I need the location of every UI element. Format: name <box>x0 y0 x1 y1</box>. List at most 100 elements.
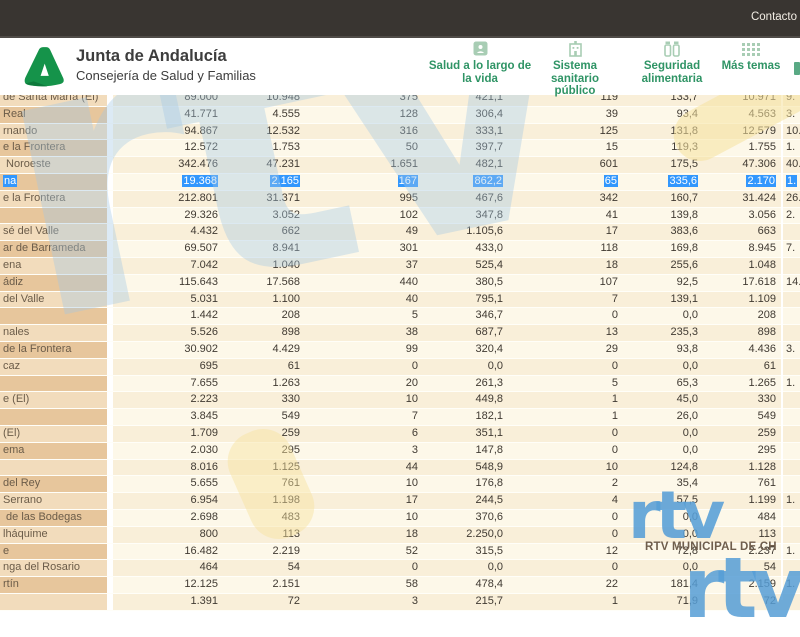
table-cell: 335,6 <box>668 174 698 187</box>
table-row[interactable]: sé del Valle 4.432 662 49 1.105,6 17 383,6 663 <box>0 224 800 242</box>
table-cell: 3.056 <box>748 208 776 221</box>
municipality-name: sé del Valle <box>0 224 110 241</box>
municipality-name <box>0 593 110 610</box>
table-cell: 2.698 <box>190 510 218 523</box>
nav-item-mas-temas[interactable]: Más temas <box>708 40 794 73</box>
table-row[interactable]: 1.391 72 3 215,7 1 71,9 72 <box>0 593 800 611</box>
table-row[interactable]: ena 7.042 1.040 37 525,4 18 255,6 1.048 <box>0 257 800 275</box>
nav-item-seguridad-alimentaria[interactable]: Seguridad alimentaria <box>625 40 719 85</box>
table-cell: 800 <box>199 527 218 540</box>
table-row[interactable]: (El) 1.709 259 6 351,1 0 0,0 259 <box>0 425 800 443</box>
table-cell: 12.572 <box>184 141 218 154</box>
row-values: 3.845 549 7 182,1 1 26,0 549 <box>113 409 800 425</box>
contact-link[interactable]: Contacto <box>750 11 797 23</box>
table-cell: 7.042 <box>190 258 218 271</box>
nav-item-clipped[interactable] <box>794 62 800 75</box>
table-row[interactable]: ema 2.030 295 3 147,8 0 0,0 295 <box>0 442 800 460</box>
table-row[interactable]: rtín 12.125 2.151 58 478,4 22 181,4 2.159 1. <box>0 577 800 594</box>
table-cell: 1.100 <box>272 292 300 305</box>
municipality-name: del Valle <box>0 291 110 308</box>
table-cell: 1.651 <box>390 158 418 171</box>
table-row[interactable]: del Rey 5.655 761 10 176,8 2 35,4 761 <box>0 476 800 494</box>
table-cell: 10. <box>786 124 800 137</box>
row-values: 212.801 31.371 995 467,6 342 160,7 31.424 26. <box>113 190 800 207</box>
table-cell: 128 <box>399 107 418 120</box>
table-cell: 301 <box>399 242 418 255</box>
nav-item-salud-vida[interactable]: Salud a lo largo de la vida <box>428 40 532 85</box>
table-cell: 35,4 <box>676 477 698 490</box>
table-row[interactable]: Serrano 6.954 1.198 17 244,5 4 57,5 1.199 1. <box>0 493 800 510</box>
table-cell: 2.219 <box>272 544 300 557</box>
municipality-name: e la Frontera <box>0 190 110 207</box>
table-cell: 40 <box>405 292 418 305</box>
row-values: 41.771 4.555 128 306,4 39 93,4 4.563 3. <box>113 106 800 123</box>
table-cell: 695 <box>199 359 218 372</box>
table-cell: 1. <box>786 578 796 591</box>
table-row[interactable]: e la Frontera 12.572 1.753 50 397,7 15 119,3 1.… <box>0 140 800 158</box>
table-cell: 3 <box>411 594 418 607</box>
table-cell: 549 <box>281 410 300 423</box>
table-row[interactable]: 29.326 3.052 102 347,8 41 139,8 3.056 2. <box>0 207 800 225</box>
column-separator <box>781 90 783 600</box>
table-cell: 22 <box>605 578 618 591</box>
table-cell: 119,3 <box>671 141 698 154</box>
table-row[interactable]: lháquime 800 113 18 2.250,0 0 0,0 113 <box>0 526 800 544</box>
table-cell: 2.223 <box>190 393 218 406</box>
table-cell: 8.941 <box>272 242 300 255</box>
table-cell: 61 <box>763 359 776 372</box>
table-cell: 39 <box>605 107 618 120</box>
nav-item-sistema-sanitario[interactable]: Sistema sanitario público <box>537 40 613 98</box>
table-cell: 17 <box>605 225 618 238</box>
table-row[interactable]: de la Frontera 30.902 4.429 99 320,4 29 93,8 4.… <box>0 341 800 359</box>
table-cell: 1.263 <box>272 376 300 389</box>
table-row[interactable]: 1.442 208 5 346,7 0 0,0 208 <box>0 308 800 326</box>
table-cell: 433,0 <box>475 242 503 255</box>
table-cell: 761 <box>281 477 300 490</box>
table-row[interactable]: ar de Barrameda 69.507 8.941 301 433,0 118 169… <box>0 241 800 258</box>
junta-andalucia-logo[interactable] <box>20 43 68 91</box>
municipality-name: e la Frontera <box>0 140 110 157</box>
table-cell: 687,7 <box>475 326 503 339</box>
table-cell: 181,4 <box>670 578 698 591</box>
municipality-name: ema <box>0 442 110 459</box>
municipality-name <box>0 459 110 476</box>
table-row[interactable]: Real 41.771 4.555 128 306,4 39 93,4 4.563 3. <box>0 106 800 124</box>
table-row[interactable]: nales 5.526 898 38 687,7 13 235,3 898 <box>0 325 800 342</box>
table-cell: 5.526 <box>190 326 218 339</box>
table-row[interactable]: e (El) 2.223 330 10 449,8 1 45,0 330 <box>0 392 800 410</box>
table-row[interactable]: de las Bodegas 2.698 483 10 370,6 0 0,0 484 <box>0 509 800 527</box>
table-cell: 7 <box>611 292 618 305</box>
table-cell: 16.482 <box>184 544 218 557</box>
table-cell: 139,1 <box>670 292 698 305</box>
table-cell: 346,7 <box>475 309 503 322</box>
table-row-district[interactable]: ádiz 115.643 17.568 440 380,5 107 92,5 17.618 14… <box>0 274 800 292</box>
municipality-name: rtín <box>0 577 110 593</box>
table-cell: 1.125 <box>272 460 300 473</box>
table-cell: 1.442 <box>190 309 218 322</box>
table-cell: 208 <box>281 309 300 322</box>
table-row[interactable]: rnando 94.867 12.532 316 333,1 125 131,8 12.579… <box>0 123 800 141</box>
table-cell: 0 <box>611 359 618 372</box>
table-row[interactable]: 3.845 549 7 182,1 1 26,0 549 <box>0 409 800 426</box>
table-row[interactable]: nga del Rosario 464 54 0 0,0 0 0,0 54 <box>0 560 800 578</box>
table-cell: 0,0 <box>682 561 698 574</box>
table-cell: 115.643 <box>179 275 218 288</box>
table-row-district[interactable]: Noroeste 342.476 47.231 1.651 482,1 601 175,5 4… <box>0 157 800 174</box>
table-cell: 330 <box>281 393 300 406</box>
table-row[interactable]: 8.016 1.125 44 548,9 10 124,8 1.128 <box>0 459 800 477</box>
table-cell: 17 <box>405 494 418 507</box>
table-cell: 601 <box>599 158 618 171</box>
table-row[interactable]: e la Frontera 212.801 31.371 995 467,6 342 160… <box>0 190 800 208</box>
table-cell: 61 <box>287 359 300 372</box>
municipality-name: nales <box>0 325 110 341</box>
table-row[interactable]: del Valle 5.031 1.100 40 795,1 7 139,1 1.109 <box>0 291 800 309</box>
table-row[interactable]: na 19.368 2.165 167 862,2 65 335,6 2.170 1. <box>0 173 800 191</box>
table-row[interactable]: e 16.482 2.219 52 315,5 12 72,8 2.237 1. <box>0 543 800 561</box>
table-cell: 467,6 <box>475 191 503 204</box>
table-row[interactable]: 7.655 1.263 20 261,3 5 65,3 1.265 1. <box>0 375 800 393</box>
table-cell: 10 <box>405 477 418 490</box>
table-cell: 72,8 <box>676 544 698 557</box>
table-cell: 69.507 <box>184 242 218 255</box>
municipality-name <box>0 409 110 425</box>
table-row[interactable]: caz 695 61 0 0,0 0 0,0 61 <box>0 358 800 376</box>
